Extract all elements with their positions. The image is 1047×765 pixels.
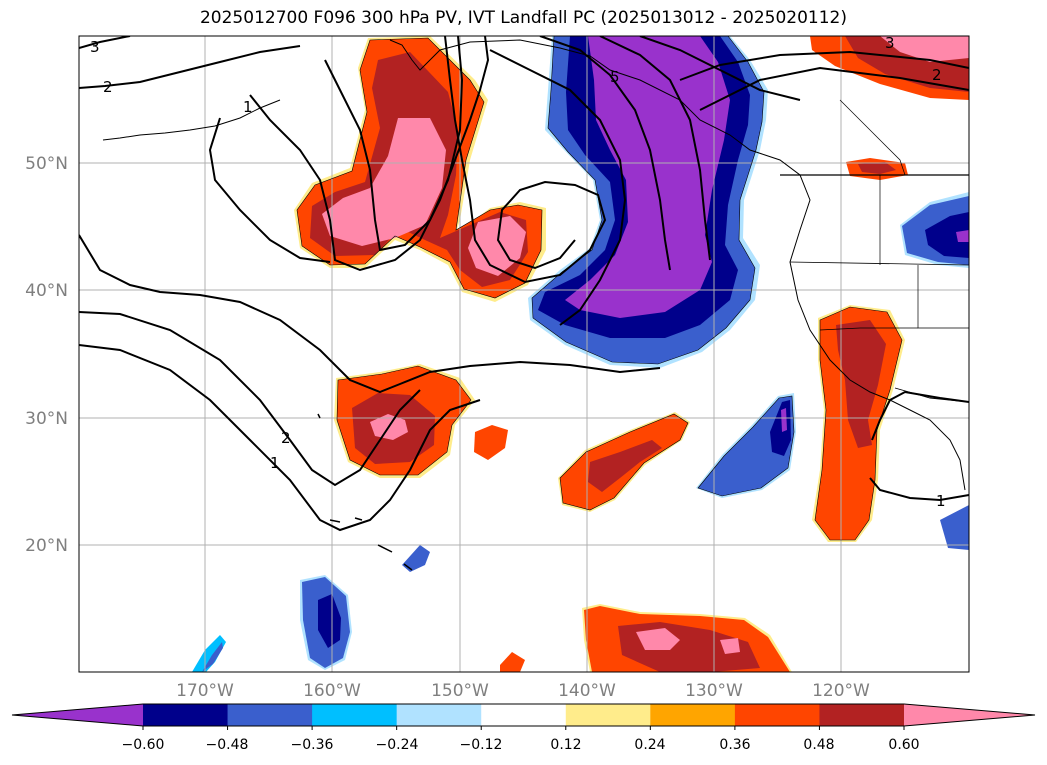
colorbar-segment xyxy=(396,704,482,726)
colorbar-tick-label: 0.60 xyxy=(888,737,919,753)
positive-anomaly-california xyxy=(812,305,905,542)
colorbar-tick-label: −0.36 xyxy=(291,737,334,753)
anomaly-outlines xyxy=(296,36,903,541)
colorbar-tick-label: 0.24 xyxy=(634,737,665,753)
colorbar-segment xyxy=(312,704,398,726)
lon-label: 120°W xyxy=(812,681,870,701)
lon-label: 170°W xyxy=(176,681,234,701)
colorbar-tick-label: −0.12 xyxy=(460,737,503,753)
lat-label: 20°N xyxy=(25,536,68,556)
colorbar xyxy=(11,703,1036,730)
lon-label: 130°W xyxy=(685,681,743,701)
positive-anomaly-northeast xyxy=(810,36,969,180)
colorbar-segment xyxy=(819,704,905,726)
map-title: 2025012700 F096 300 hPa PV, IVT Landfall… xyxy=(199,8,847,28)
positive-anomaly-central xyxy=(558,412,690,512)
colorbar-segment xyxy=(143,704,229,726)
negative-anomaly-tongue xyxy=(528,36,768,368)
lon-label: 140°W xyxy=(558,681,616,701)
lon-label: 160°W xyxy=(303,681,361,701)
positive-anomaly-subtropical xyxy=(334,364,508,478)
colorbar-tick-label: −0.60 xyxy=(122,737,165,753)
colorbar-segment xyxy=(227,704,313,726)
latitude-labels: 50°N 40°N 30°N 20°N xyxy=(25,154,68,556)
map-frame xyxy=(78,35,970,673)
contour-label: 1 xyxy=(243,98,253,116)
lat-label: 50°N xyxy=(25,154,68,174)
negative-anomaly-streak xyxy=(696,393,796,498)
colorbar-extend-max xyxy=(904,704,1035,726)
lat-label: 30°N xyxy=(25,409,68,429)
contour-label: 3 xyxy=(885,34,895,52)
colorbar-extend-min xyxy=(12,704,143,726)
colorbar-segment xyxy=(565,704,651,726)
contour-label: 1 xyxy=(936,492,946,510)
lat-label: 40°N xyxy=(25,281,68,301)
colorbar-tick-label: −0.48 xyxy=(206,737,249,753)
contour-label: 2 xyxy=(932,66,942,84)
map-area: 3 2 1 2 1 5 3 2 1 xyxy=(79,34,969,672)
colorbar-tick-labels: −0.60 −0.48 −0.36 −0.24 −0.12 0.12 0.24 … xyxy=(122,737,920,753)
colorbar-segment xyxy=(481,704,567,726)
negative-anomaly-southwest xyxy=(192,545,430,672)
coastlines xyxy=(102,39,969,571)
longitude-labels: 170°W 160°W 150°W 140°W 130°W 120°W xyxy=(176,681,870,701)
graticule xyxy=(79,36,969,672)
contour-labels: 3 2 1 2 1 5 3 2 1 xyxy=(90,34,946,510)
negative-anomaly-east xyxy=(900,192,969,550)
lon-label: 150°W xyxy=(431,681,489,701)
colorbar-tick-label: 0.12 xyxy=(550,737,581,753)
contour-label: 2 xyxy=(103,78,113,96)
positive-anomaly-south xyxy=(500,604,792,672)
contour-label: 2 xyxy=(281,429,291,447)
colorbar-segment xyxy=(734,704,820,726)
contour-label: 5 xyxy=(610,68,620,86)
pv-contours xyxy=(79,36,969,532)
colorbar-tick-label: 0.48 xyxy=(803,737,834,753)
colorbar-tick-label: −0.24 xyxy=(376,737,419,753)
contour-label: 1 xyxy=(270,454,280,472)
colorbar-tick-label: 0.36 xyxy=(719,737,750,753)
contour-label: 3 xyxy=(90,38,100,56)
colorbar-segment xyxy=(650,704,736,726)
